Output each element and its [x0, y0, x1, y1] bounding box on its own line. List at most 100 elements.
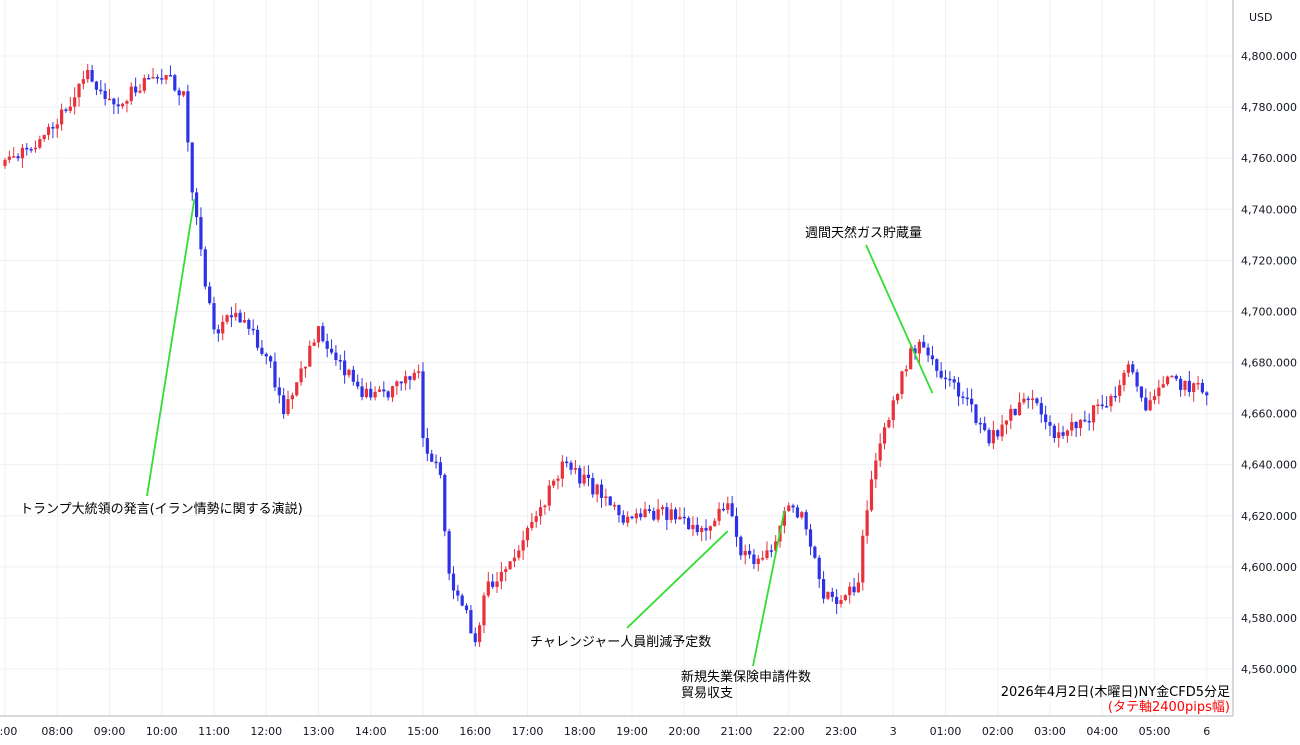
candle	[704, 519, 708, 541]
candle	[225, 314, 229, 325]
candle	[1144, 388, 1148, 412]
candle	[456, 584, 460, 602]
candle	[756, 554, 760, 572]
candle	[221, 315, 225, 341]
candle	[125, 99, 129, 113]
candle	[800, 510, 804, 520]
x-tick-label: 19:00	[616, 725, 648, 738]
candle	[817, 555, 821, 588]
candle	[216, 324, 220, 342]
candle	[512, 548, 517, 568]
candle	[482, 592, 486, 634]
candle	[504, 566, 508, 582]
candle	[68, 96, 72, 114]
candle	[164, 74, 168, 85]
candle	[656, 499, 660, 523]
candle	[917, 339, 921, 364]
candle	[900, 370, 904, 400]
candle	[1170, 375, 1174, 378]
candle	[660, 504, 665, 516]
candle	[338, 354, 342, 371]
candle	[573, 459, 577, 475]
time-axis[interactable]: 7:00 08:00 09:00 10:00 11:00 12:00 13:00 14:00 1…	[0, 725, 1210, 738]
annotation-natgas-storage: 週間天然ガス貯蔵量	[805, 225, 922, 241]
candle	[460, 593, 464, 607]
candle	[843, 594, 847, 602]
candle	[343, 350, 347, 384]
candle	[229, 306, 234, 328]
y-tick-label: 4,760.000	[1241, 152, 1297, 165]
candle	[282, 387, 286, 419]
candle	[329, 339, 334, 355]
candle	[896, 393, 900, 405]
candle	[1078, 419, 1083, 436]
price-axis[interactable]: USD 4,560.000 4,580.000 4,600.000 4,620.000…	[1241, 11, 1297, 676]
candle	[303, 366, 308, 378]
candle	[787, 502, 791, 512]
candle	[856, 572, 861, 594]
candle	[730, 496, 734, 518]
candle	[1061, 425, 1065, 439]
candle	[147, 74, 151, 80]
x-tick-label: 15:00	[407, 725, 439, 738]
chart-caption: 2026年4月2日(木曜日)NY金CFD5分足	[1001, 684, 1230, 700]
candle	[208, 282, 212, 305]
y-tick-label: 4,640.000	[1241, 459, 1297, 472]
candle	[987, 427, 991, 447]
candle	[29, 146, 33, 153]
y-tick-label: 4,680.000	[1241, 357, 1297, 370]
candle	[434, 454, 438, 469]
candle	[203, 246, 207, 290]
candle	[1187, 370, 1191, 397]
candle	[81, 70, 85, 90]
candle	[1091, 405, 1096, 431]
candle	[547, 480, 551, 512]
candle	[582, 465, 586, 487]
candle	[478, 622, 482, 647]
candle	[1105, 396, 1109, 408]
x-tick-label: 01:00	[930, 725, 962, 738]
candle	[155, 74, 159, 84]
candle	[1035, 397, 1039, 406]
candle	[991, 420, 995, 450]
x-tick-label: 7:00	[0, 725, 17, 738]
candle	[543, 504, 547, 515]
candle	[12, 147, 16, 158]
candle	[60, 103, 64, 131]
candle	[129, 82, 133, 105]
grid-lines	[0, 0, 1233, 716]
candle	[517, 545, 521, 561]
candle	[612, 501, 617, 511]
candle	[687, 516, 691, 530]
candle	[1165, 375, 1170, 386]
candle	[325, 333, 329, 358]
annotation-arrows	[146, 198, 934, 667]
candle	[1000, 414, 1004, 442]
candle	[1052, 423, 1056, 443]
candle	[360, 378, 364, 401]
candle	[269, 355, 273, 369]
candle	[286, 390, 290, 416]
candle	[1161, 375, 1165, 388]
candle	[1118, 379, 1122, 403]
candle	[417, 364, 421, 379]
candle	[421, 362, 425, 447]
y-tick-label: 4,660.000	[1241, 408, 1297, 421]
candle	[142, 74, 146, 94]
candle	[639, 508, 643, 521]
candle	[1096, 399, 1100, 415]
y-tick-label: 4,700.000	[1241, 305, 1297, 318]
y-tick-label: 4,600.000	[1241, 561, 1297, 574]
annotation-trump-speech: トランプ大統領の発言(イラン情勢に関する演説)	[20, 501, 303, 517]
candle	[669, 502, 673, 523]
candle	[956, 376, 961, 407]
candle	[264, 352, 268, 365]
candle	[356, 374, 360, 390]
candle	[451, 566, 456, 600]
candle	[534, 510, 538, 528]
candle	[1013, 408, 1017, 416]
candle	[830, 587, 834, 602]
annotation-trade-balance: 貿易収支	[681, 686, 733, 701]
candle	[930, 345, 935, 366]
